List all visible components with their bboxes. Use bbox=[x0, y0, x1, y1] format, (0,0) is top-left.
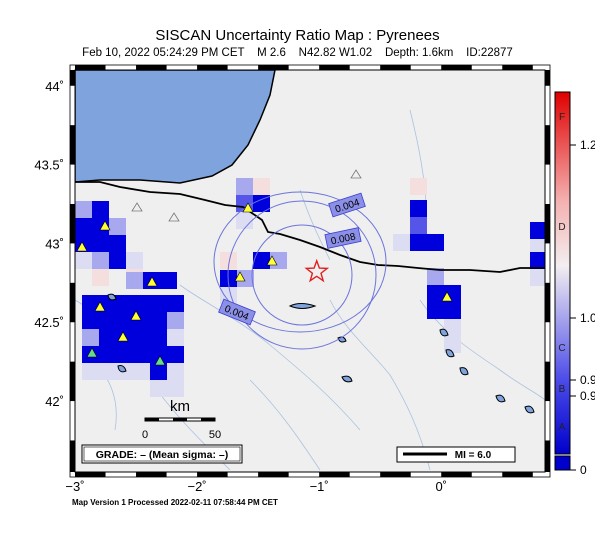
longitude-labels: −3˚ −2˚ −1˚ 0˚ bbox=[65, 479, 447, 494]
contour-label-mid: 0.008 bbox=[330, 231, 357, 247]
colorbar-value-4: 0.9 bbox=[580, 389, 595, 403]
colorbar-value-2: 1.0 bbox=[580, 311, 595, 325]
contour-lines bbox=[213, 191, 387, 350]
colorbar: F D C B A 1.2 1.0 0.9 0.9 0 bbox=[554, 91, 595, 477]
grade-letter-b: B bbox=[559, 384, 566, 395]
mi-label: MI = 6.0 bbox=[455, 450, 492, 461]
contour-labels: 0.004 0.008 0.004 bbox=[218, 192, 366, 326]
grade-box: GRADE: – (Mean sigma: –) bbox=[81, 444, 243, 464]
scale-unit: km bbox=[170, 398, 190, 415]
lakes bbox=[107, 293, 535, 414]
colorbar-value-1: 1.2 bbox=[580, 138, 595, 152]
colorbar-value-5: 0 bbox=[580, 463, 587, 477]
mi-legend: MI = 6.0 bbox=[396, 446, 516, 463]
seismic-stations bbox=[76, 202, 453, 366]
inactive-stations bbox=[131, 169, 362, 222]
lat-label: 43.5˚ bbox=[34, 158, 64, 173]
lon-label: −3˚ bbox=[65, 479, 84, 494]
grade-letter-d: D bbox=[558, 222, 565, 233]
scale-bar: km 0 50 bbox=[142, 398, 221, 441]
country-border bbox=[75, 181, 545, 273]
colorbar-value-3: 0.9 bbox=[580, 373, 595, 387]
latitude-labels: 44˚ 43.5˚ 43˚ 42.5˚ 42˚ bbox=[34, 79, 64, 409]
uncertainty-grid bbox=[75, 178, 545, 397]
scale-end: 50 bbox=[209, 429, 221, 441]
frame-ticks bbox=[69, 64, 551, 478]
bay-of-biscay bbox=[75, 70, 276, 184]
processing-footer: Map Version 1 Processed 2022-02-11 07:58… bbox=[72, 498, 278, 507]
grade-letter-f: F bbox=[559, 112, 565, 123]
scale-start: 0 bbox=[142, 429, 148, 441]
epicenter-star bbox=[304, 258, 330, 283]
lon-label: −1˚ bbox=[310, 479, 329, 494]
lat-label: 44˚ bbox=[45, 79, 64, 94]
lon-label: −2˚ bbox=[187, 479, 206, 494]
map-frame bbox=[74, 69, 546, 473]
event-info: Feb 10, 2022 05:24:29 PM CET M 2.6 N42.8… bbox=[82, 47, 513, 59]
grade-text: GRADE: – (Mean sigma: –) bbox=[96, 449, 228, 461]
grade-letter-c: C bbox=[558, 343, 565, 354]
lat-label: 42˚ bbox=[45, 394, 64, 409]
map-title: SISCAN Uncertainty Ratio Map : Pyrenees bbox=[155, 27, 440, 44]
lon-label: 0˚ bbox=[435, 479, 447, 494]
grade-letter-a: A bbox=[559, 422, 566, 433]
lat-label: 42.5˚ bbox=[34, 315, 64, 330]
lat-label: 43˚ bbox=[45, 236, 64, 251]
